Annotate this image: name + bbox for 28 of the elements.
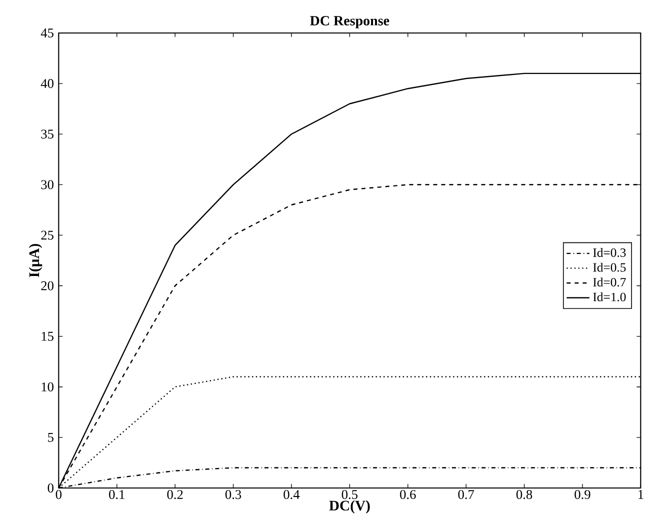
legend-label: Id=0.7: [593, 278, 626, 287]
x-axis-title: DC(V): [329, 500, 370, 514]
legend-label: Id=0.5: [593, 262, 626, 272]
x-tick-label: 0.1: [109, 490, 124, 500]
x-tick-label: 0.3: [225, 490, 242, 500]
y-tick-label: 5: [48, 432, 54, 442]
y-tick-label: 0: [48, 483, 54, 492]
y-tick-label: 45: [40, 28, 54, 38]
x-tick-label: 0.2: [167, 490, 183, 500]
y-tick-label: 15: [42, 332, 54, 341]
x-tick-label: 0.9: [574, 490, 590, 500]
y-tick-label: 25: [41, 230, 54, 240]
y-tick-label: 30: [41, 180, 54, 190]
legend-label: Id=1.0: [593, 292, 626, 302]
x-tick-label: 1: [638, 490, 644, 499]
x-tick-label: 0.4: [284, 490, 300, 500]
x-tick-label: 0.5: [342, 490, 358, 500]
y-tick-label: 40: [40, 79, 54, 88]
chart-title: DC Response: [310, 16, 390, 28]
x-tick-label: 0.7: [458, 490, 474, 500]
y-tick-label: 35: [41, 130, 54, 139]
legend-label: Id=0.3: [593, 248, 626, 257]
y-axis-title: I(μA): [28, 244, 42, 278]
x-tick-label: 0: [56, 490, 62, 500]
y-tick-label: 20: [41, 281, 54, 290]
x-tick-label: 0.6: [400, 490, 416, 500]
x-tick-label: 0.8: [516, 490, 532, 500]
y-tick-label: 10: [42, 382, 54, 392]
